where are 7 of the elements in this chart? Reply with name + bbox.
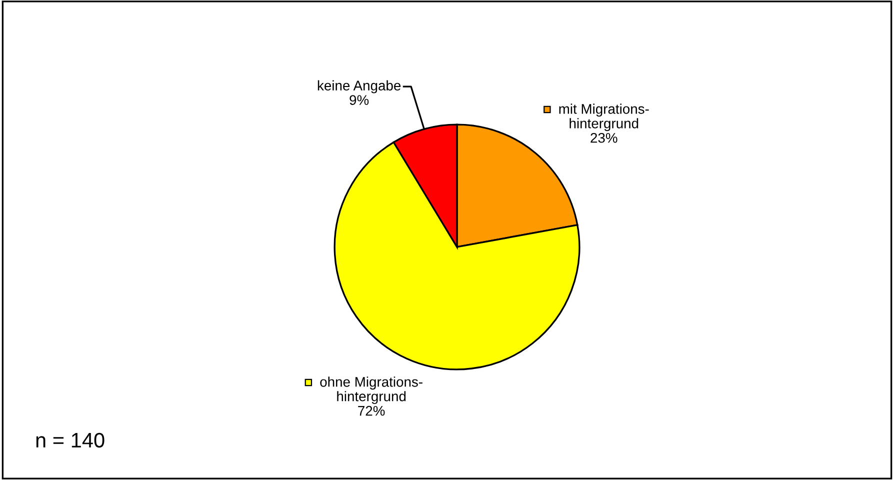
data-label: 23% xyxy=(590,132,618,143)
data-label: 9% xyxy=(350,95,369,105)
legend-label: mit Migrations- hintergrund xyxy=(559,104,649,132)
data-label: 72% xyxy=(358,406,385,416)
legend-label: ohne Migrations- hintergrund xyxy=(320,376,422,404)
slice-label: keine Angabe xyxy=(318,80,401,94)
text: n = 140 xyxy=(36,432,104,448)
